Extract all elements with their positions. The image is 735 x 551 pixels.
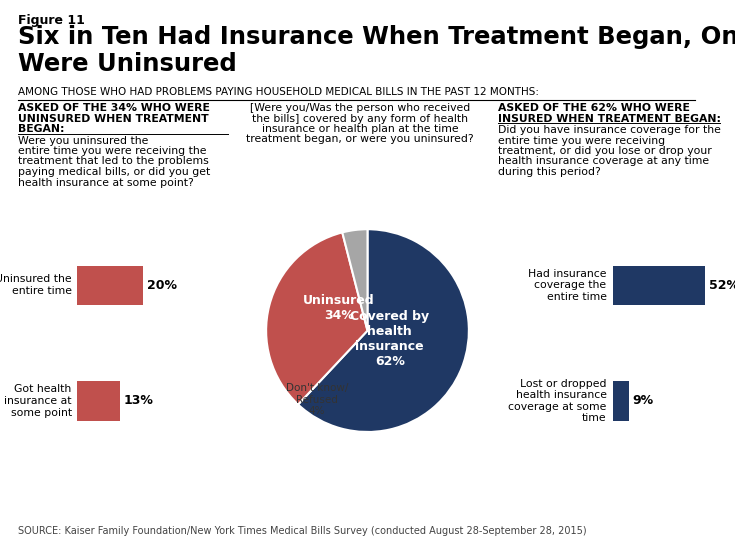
Bar [77, 266, 143, 305]
Text: during this period?: during this period? [498, 167, 600, 177]
Text: Covered by
health
insurance
62%: Covered by health insurance 62% [351, 310, 429, 368]
Text: UNINSURED WHEN TREATMENT: UNINSURED WHEN TREATMENT [18, 114, 209, 123]
Text: insurance or health plan at the time: insurance or health plan at the time [262, 124, 459, 134]
Text: 9%: 9% [633, 395, 653, 407]
Text: INSURED WHEN TREATMENT BEGAN:: INSURED WHEN TREATMENT BEGAN: [498, 114, 721, 123]
Text: Six in Ten Had Insurance When Treatment Began, One-Third
Were Uninsured: Six in Ten Had Insurance When Treatment … [18, 25, 735, 76]
Wedge shape [266, 233, 368, 404]
Text: Had insurance
coverage the
entire time: Had insurance coverage the entire time [528, 268, 606, 302]
Bar [77, 381, 121, 420]
Text: treatment began, or were you uninsured?: treatment began, or were you uninsured? [246, 134, 474, 144]
Text: AMONG THOSE WHO HAD PROBLEMS PAYING HOUSEHOLD MEDICAL BILLS IN THE PAST 12 MONTH: AMONG THOSE WHO HAD PROBLEMS PAYING HOUS… [18, 87, 539, 97]
Text: health insurance at some point?: health insurance at some point? [18, 177, 194, 187]
Text: SOURCE: Kaiser Family Foundation/New York Times Medical Bills Survey (conducted : SOURCE: Kaiser Family Foundation/New Yor… [18, 526, 587, 536]
Text: Did you have insurance coverage for the: Did you have insurance coverage for the [498, 125, 721, 135]
Text: Uninsured
34%: Uninsured 34% [304, 294, 375, 322]
Bar [612, 266, 706, 305]
Bar [612, 381, 628, 420]
Text: 13%: 13% [123, 395, 154, 407]
Text: Figure 11: Figure 11 [18, 14, 85, 27]
Text: treatment that led to the problems: treatment that led to the problems [18, 156, 209, 166]
Text: treatment, or did you lose or drop your: treatment, or did you lose or drop your [498, 146, 711, 156]
Text: Lost or dropped
health insurance
coverage at some
time: Lost or dropped health insurance coverag… [508, 379, 606, 423]
Text: 52%: 52% [709, 279, 735, 291]
Text: health insurance coverage at any time: health insurance coverage at any time [498, 156, 709, 166]
Text: entire time you were receiving the: entire time you were receiving the [18, 146, 207, 156]
Text: 20%: 20% [147, 279, 177, 291]
Text: THE HENRY J.
KAISER
FAMILY
FOUNDATION: THE HENRY J. KAISER FAMILY FOUNDATION [641, 495, 699, 539]
Text: Uninsured the
entire time: Uninsured the entire time [0, 274, 72, 296]
Text: Don't know/
Refused
4%: Don't know/ Refused 4% [286, 383, 348, 416]
Text: Were you uninsured the: Were you uninsured the [18, 136, 148, 145]
Text: ASKED OF THE 62% WHO WERE: ASKED OF THE 62% WHO WERE [498, 103, 690, 113]
Text: Got health
insurance at
some point: Got health insurance at some point [4, 384, 72, 418]
Text: the bills] covered by any form of health: the bills] covered by any form of health [252, 114, 468, 123]
Text: entire time you were receiving: entire time you were receiving [498, 136, 665, 145]
Text: ASKED OF THE 34% WHO WERE: ASKED OF THE 34% WHO WERE [18, 103, 210, 113]
Text: BEGAN:: BEGAN: [18, 124, 65, 134]
Text: [Were you/Was the person who received: [Were you/Was the person who received [250, 103, 470, 113]
Wedge shape [298, 229, 469, 432]
Text: paying medical bills, or did you get: paying medical bills, or did you get [18, 167, 210, 177]
Wedge shape [343, 229, 368, 331]
